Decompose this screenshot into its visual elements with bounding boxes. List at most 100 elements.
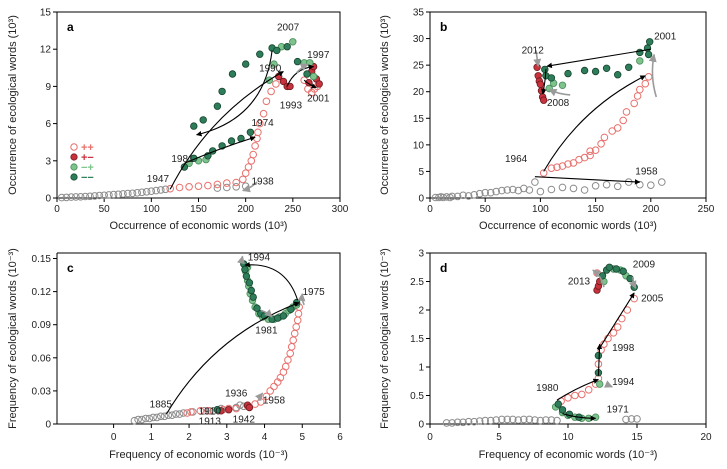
data-point-darkgreen [591,67,600,76]
data-point-gray [498,186,506,195]
data-point-gray [475,417,484,425]
data-point-gray [448,419,456,427]
trend-arrow [196,50,273,137]
data-point-gray [232,183,240,191]
data-point-red [279,77,288,86]
data-point-gray [206,407,214,415]
y-tick-label: 6 [45,119,51,130]
year-annotation: 1971 [607,405,630,416]
data-point-lightgreen [591,413,600,421]
x-tick-label: 0 [111,432,117,443]
gray-trend-arrow [237,255,245,265]
data-point-pink [633,92,642,100]
data-point-darkgreen [218,87,226,96]
data-point-pink [281,362,290,371]
year-annotation: 1981 [255,326,278,337]
legend-label-mp: −+ [81,162,94,174]
y-tick-label: 0 [45,420,51,431]
trend-arrow [184,136,256,164]
y-tick-label: 3 [45,156,51,167]
data-point-pink [286,349,295,358]
data-point-gray [536,416,545,425]
x-tick-label: 0 [427,204,433,215]
data-point-gray [503,415,512,424]
y-axis-title: Frequency of ecological words (10⁻³) [379,248,391,429]
data-point-gray [100,191,108,200]
data-point-pink [591,146,600,154]
gray-trend-arrow [254,392,264,402]
y-tick-label: 10 [413,140,425,151]
panel-letter: d [440,261,447,275]
data-point-pink [630,99,639,108]
data-point-darkgreen [644,50,653,59]
data-point-gray [128,189,137,198]
data-point-darkgreen [293,57,302,66]
data-point-gray [114,190,123,199]
data-point-gray [613,182,622,191]
gray-trend-arrow [533,50,542,67]
data-point-pink [289,336,298,345]
y-tick-label: 0.12 [32,287,52,298]
data-point-red [224,406,233,414]
data-point-red [533,63,541,71]
data-point-gray [147,187,156,195]
y-tick-label: 12 [40,45,52,56]
data-point-pink [196,407,205,415]
data-point-pink [232,404,240,413]
data-point-gray [149,413,157,422]
data-point-gray [520,415,528,424]
data-point-pink [259,109,268,118]
x-tick-label: 150 [190,204,207,215]
x-axis-title: Occurrence of economic words (10³) [110,220,288,232]
data-point-gray [179,409,188,417]
data-point-gray [142,188,151,196]
data-point-gray [558,183,567,192]
y-tick-label: 25 [413,61,425,72]
data-point-pink [194,182,203,190]
data-point-gray [431,193,440,202]
data-point-gray [542,416,550,424]
data-point-gray [109,190,118,199]
data-point-darkgreen [247,286,255,295]
y-tick-label: 5 [418,167,424,178]
data-point-darkgreen [594,351,603,360]
data-point-gray [168,411,176,420]
year-annotation: 1975 [302,287,325,298]
data-point-pink [175,183,184,192]
data-point-pink [608,127,617,135]
data-point-pink [539,169,548,177]
y-tick-label: 35 [413,8,425,19]
x-tick-label: 250 [284,204,301,215]
data-point-pink [564,394,572,402]
data-point-gray [520,184,528,193]
y-tick-label: 0.06 [32,353,52,364]
year-annotation: 1885 [150,400,173,411]
data-point-gray [453,418,462,427]
x-axis-title: Occurrence of economic words (10³) [479,220,657,232]
panel-a: 0 50 100 150 200 250 300 0 3 6 9 12 15 Occurrence of … [7,8,349,233]
data-point-pink [571,391,579,400]
panel-letter: a [67,20,74,34]
x-tick-label: 100 [143,204,160,215]
y-tick-label: 0 [418,194,424,205]
panel-d: 0 5 10 15 20 0 0.5 1 1.5 2 2.5 3 Frequency of econom… [379,248,712,461]
data-point-pink [247,157,256,165]
gray-trend-arrow [628,276,637,290]
y-tick-label: 0.15 [32,254,52,265]
legend-marker-pp [70,143,78,151]
data-point-pink [249,150,257,159]
data-point-darkgreen [564,69,572,78]
data-point-darkgreen [246,128,255,136]
data-point-pink [262,97,271,106]
data-point-pink [244,163,253,171]
data-point-lightgreen [289,38,297,46]
legend-label-pp: ++ [81,142,94,154]
data-point-gray [492,187,501,196]
data-point-pink [584,386,593,394]
data-point-gray [470,417,479,426]
data-point-gray [547,185,556,194]
data-point-gray [145,414,154,423]
data-point-pink [166,184,174,193]
data-point-pink [284,356,292,364]
year-annotation: 1990 [259,64,282,75]
